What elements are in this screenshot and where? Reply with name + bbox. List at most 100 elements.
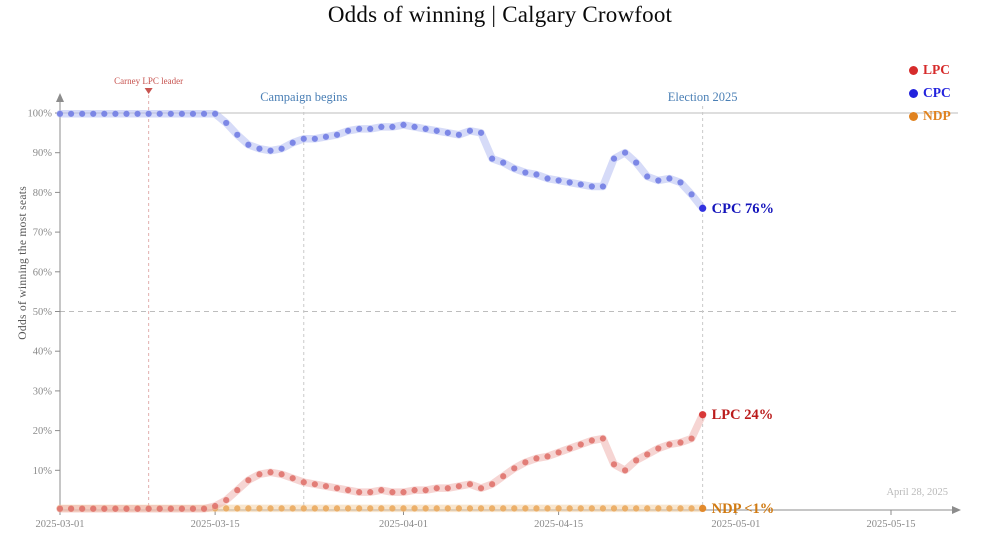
lpc-dot xyxy=(500,473,507,480)
cpc-dot xyxy=(344,127,352,134)
cpc-dot xyxy=(200,110,208,117)
lpc-dot xyxy=(378,487,385,494)
ndp-dot xyxy=(367,505,374,512)
cpc-dot xyxy=(101,110,108,117)
cpc-dot xyxy=(300,135,307,142)
cpc-dot xyxy=(466,127,474,134)
cpc-dot xyxy=(522,169,529,176)
cpc-dot xyxy=(212,110,219,117)
legend-item-ndp: NDP xyxy=(909,108,951,124)
lpc-dot xyxy=(156,505,163,512)
ndp-dot xyxy=(688,505,695,512)
lpc-dot xyxy=(134,505,141,512)
cpc-dot xyxy=(666,175,673,182)
cpc-dot xyxy=(555,177,562,184)
lpc-dot xyxy=(644,451,651,458)
lpc-dot xyxy=(655,445,662,452)
event-label-carney-lpc-leader: Carney LPC leader xyxy=(114,76,183,86)
cpc-dot xyxy=(223,119,230,127)
cpc-dot xyxy=(699,204,707,212)
y-tick-label: 90% xyxy=(33,148,53,159)
lpc-dot xyxy=(455,483,462,490)
cpc-dot xyxy=(112,110,119,117)
y-tick-label: 60% xyxy=(33,267,53,278)
lpc-dot xyxy=(610,461,618,468)
event-label-election-2025: Election 2025 xyxy=(668,90,738,104)
ndp-dot xyxy=(433,505,440,512)
ndp-dot xyxy=(666,505,673,512)
ndp-dot xyxy=(223,505,230,512)
cpc-dot xyxy=(621,149,629,156)
lpc-dot xyxy=(112,505,119,512)
cpc-end-label: CPC 76% xyxy=(712,201,774,217)
ndp-dot xyxy=(522,505,529,512)
ndp-dot xyxy=(621,505,629,512)
cpc-dot xyxy=(433,127,440,134)
ndp-dot xyxy=(300,505,307,512)
lpc-dot xyxy=(67,505,75,512)
lpc-dot xyxy=(278,471,285,478)
lpc-dot xyxy=(245,477,252,484)
lpc-dot xyxy=(145,505,152,512)
lpc-dot xyxy=(178,505,185,512)
ndp-dot xyxy=(278,505,285,512)
ndp-dot xyxy=(267,505,274,512)
cpc-dot xyxy=(311,135,318,142)
cpc-dot xyxy=(156,110,163,117)
ndp-dot xyxy=(511,505,518,512)
y-tick-label: 70% xyxy=(33,228,53,239)
y-tick-label: 40% xyxy=(33,347,53,358)
lpc-dot xyxy=(489,481,496,488)
lpc-dot xyxy=(688,435,695,442)
x-tick-label: 2025-04-15 xyxy=(534,519,583,530)
ndp-dot xyxy=(588,505,595,512)
cpc-dot xyxy=(256,145,263,152)
cpc-dot xyxy=(79,110,86,117)
lpc-dot xyxy=(234,487,241,494)
ndp-dot xyxy=(344,505,352,512)
ndp-dot xyxy=(633,505,640,512)
lpc-dot xyxy=(522,459,529,466)
ndp-dot xyxy=(444,505,451,512)
lpc-dot xyxy=(256,471,263,478)
y-axis-arrow-icon xyxy=(56,93,64,102)
ndp-dot xyxy=(655,505,662,512)
lpc-dot xyxy=(433,485,440,492)
ndp-dot xyxy=(677,505,684,512)
lpc-band xyxy=(56,410,707,513)
ndp-dot xyxy=(699,504,707,513)
ndp-dot xyxy=(311,505,318,512)
cpc-dot xyxy=(333,131,341,138)
ndp-dot xyxy=(644,505,651,512)
lpc-dot xyxy=(79,505,86,512)
cpc-dot xyxy=(189,110,197,117)
ndp-dot xyxy=(411,505,418,512)
cpc-dot xyxy=(178,110,185,117)
lpc-dot xyxy=(466,481,474,488)
cpc-dot xyxy=(688,191,695,198)
x-tick-label: 2025-05-15 xyxy=(867,519,916,530)
ndp-dot xyxy=(333,505,341,512)
lpc-dot xyxy=(621,467,629,474)
ndp-end-label: NDP <1% xyxy=(712,501,775,517)
legend-item-lpc: LPC xyxy=(909,62,951,78)
y-tick-label: 10% xyxy=(33,466,53,477)
cpc-dot xyxy=(489,155,496,162)
ndp-dot xyxy=(566,505,573,512)
ndp-dot xyxy=(356,505,363,512)
lpc-dot xyxy=(289,475,296,482)
legend-dot-icon xyxy=(909,111,918,121)
ndp-dot xyxy=(389,505,396,512)
lpc-dot xyxy=(212,502,219,510)
lpc-dot xyxy=(577,441,584,448)
lpc-dot xyxy=(477,485,485,492)
lpc-dot xyxy=(566,445,573,452)
cpc-dot xyxy=(267,147,274,154)
cpc-dot xyxy=(566,179,573,186)
legend-label: LPC xyxy=(923,62,950,77)
cpc-dot xyxy=(577,181,584,188)
x-tick-label: 2025-05-01 xyxy=(711,519,760,530)
x-axis-arrow-icon xyxy=(952,506,961,514)
ndp-dot xyxy=(466,505,474,512)
